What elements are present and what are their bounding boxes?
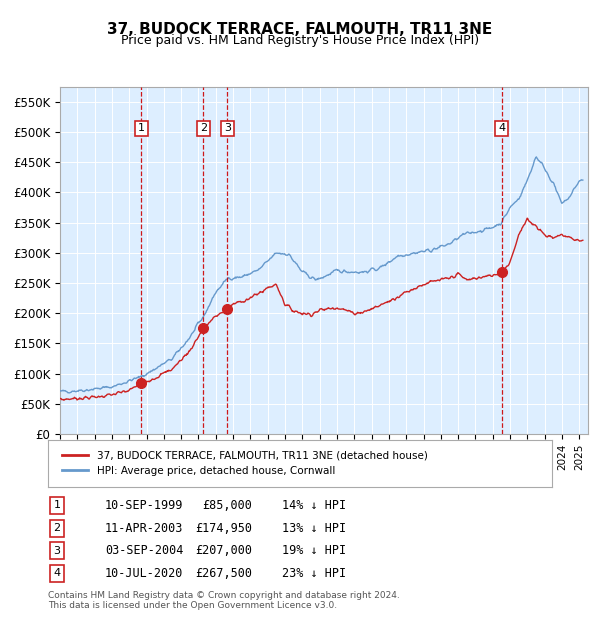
Text: 2: 2 bbox=[53, 523, 61, 533]
Text: Price paid vs. HM Land Registry's House Price Index (HPI): Price paid vs. HM Land Registry's House … bbox=[121, 34, 479, 47]
Text: 03-SEP-2004: 03-SEP-2004 bbox=[105, 544, 184, 557]
Text: 10-JUL-2020: 10-JUL-2020 bbox=[105, 567, 184, 580]
Text: 13% ↓ HPI: 13% ↓ HPI bbox=[282, 522, 346, 534]
Text: 3: 3 bbox=[53, 546, 61, 556]
Legend: 37, BUDOCK TERRACE, FALMOUTH, TR11 3NE (detached house), HPI: Average price, det: 37, BUDOCK TERRACE, FALMOUTH, TR11 3NE (… bbox=[58, 446, 432, 480]
Text: £85,000: £85,000 bbox=[202, 499, 252, 511]
Text: 2: 2 bbox=[200, 123, 207, 133]
Text: 14% ↓ HPI: 14% ↓ HPI bbox=[282, 499, 346, 511]
Text: 1: 1 bbox=[53, 500, 61, 510]
Text: 4: 4 bbox=[498, 123, 505, 133]
Text: 37, BUDOCK TERRACE, FALMOUTH, TR11 3NE: 37, BUDOCK TERRACE, FALMOUTH, TR11 3NE bbox=[107, 22, 493, 37]
Text: Contains HM Land Registry data © Crown copyright and database right 2024.: Contains HM Land Registry data © Crown c… bbox=[48, 591, 400, 600]
Text: 3: 3 bbox=[224, 123, 231, 133]
Text: This data is licensed under the Open Government Licence v3.0.: This data is licensed under the Open Gov… bbox=[48, 601, 337, 610]
Text: 1: 1 bbox=[138, 123, 145, 133]
Text: 4: 4 bbox=[53, 569, 61, 578]
Text: £174,950: £174,950 bbox=[195, 522, 252, 534]
Text: £207,000: £207,000 bbox=[195, 544, 252, 557]
Text: 11-APR-2003: 11-APR-2003 bbox=[105, 522, 184, 534]
Text: 23% ↓ HPI: 23% ↓ HPI bbox=[282, 567, 346, 580]
Text: 19% ↓ HPI: 19% ↓ HPI bbox=[282, 544, 346, 557]
Text: 10-SEP-1999: 10-SEP-1999 bbox=[105, 499, 184, 511]
Text: £267,500: £267,500 bbox=[195, 567, 252, 580]
